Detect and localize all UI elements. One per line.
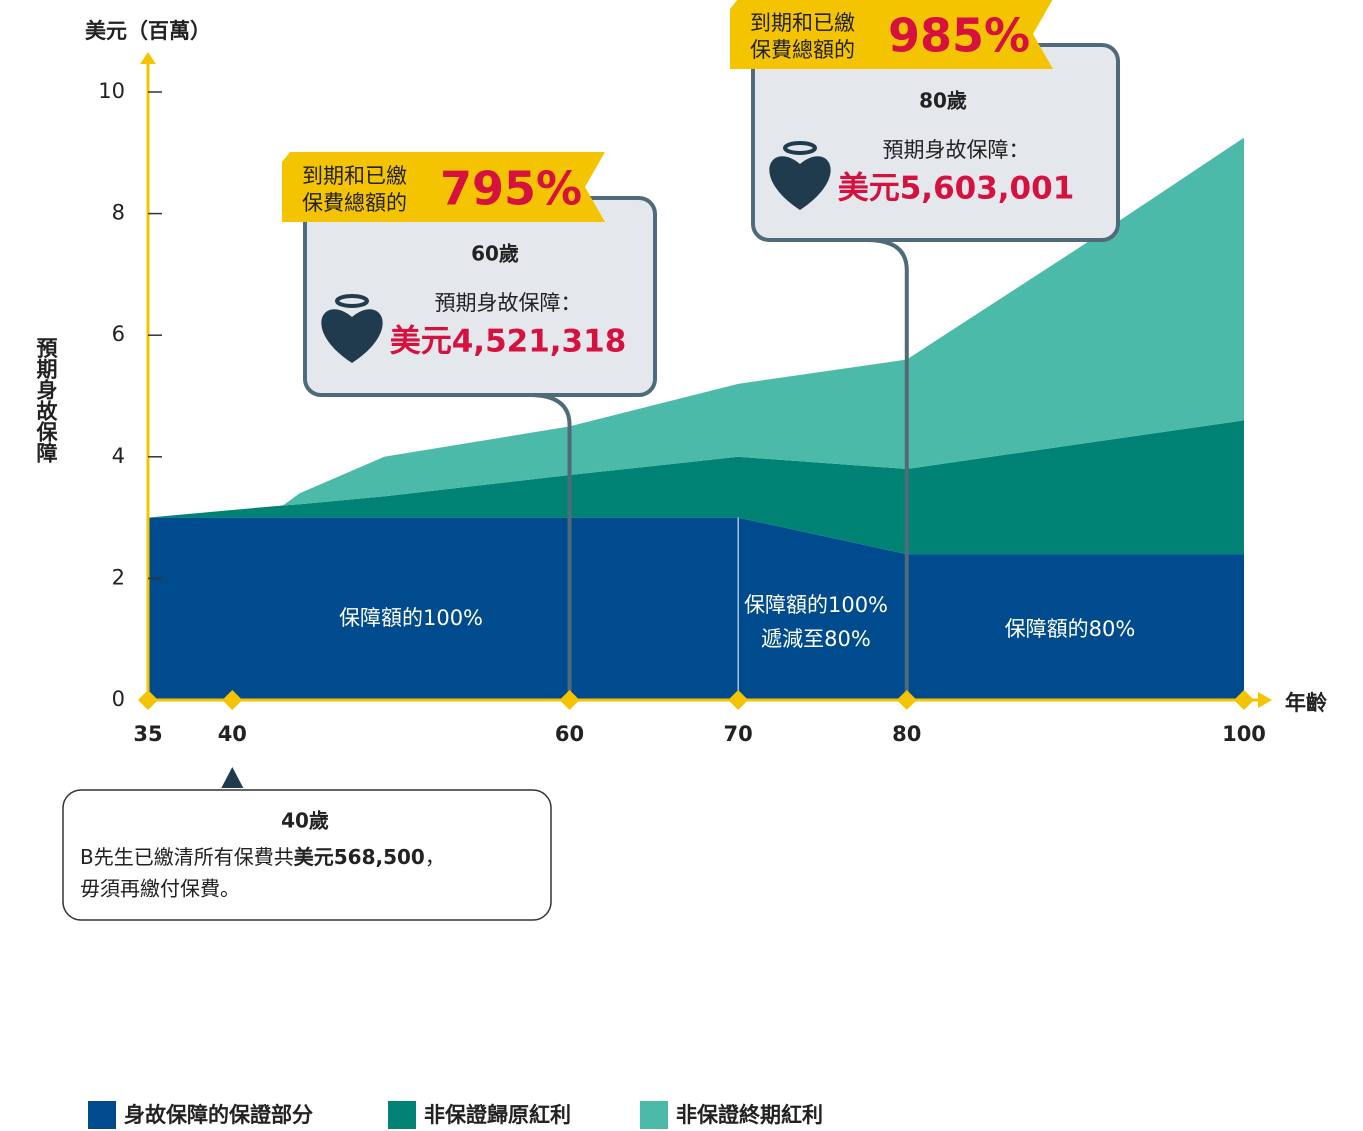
area-label: 遞減至80% [761,627,871,651]
legend-swatch [640,1101,668,1129]
y-tick-label: 2 [112,565,125,589]
callout-caption: 預期身故保障： [435,291,582,315]
x-tick-label: 70 [724,722,753,746]
note-pointer [221,767,244,788]
area-label: 保障額的100% [339,606,483,630]
callout-age: 60歲 [471,242,519,266]
callout-age: 80歲 [919,89,967,113]
halo-icon [783,141,817,155]
legend-swatch [88,1101,116,1129]
banner-percent: 795% [440,162,582,216]
area [148,420,1244,555]
x-tick-label: 80 [892,722,921,746]
y-tick-label: 4 [112,444,125,468]
note-part: B先生已繳清所有保費共 [80,845,294,869]
legend-label: 非保證終期紅利 [676,1103,823,1127]
y-unit-label: 美元（百萬） [85,19,211,43]
note-part: 美元568,500 [294,845,425,869]
area [148,517,1244,700]
area [148,137,1244,518]
banner-text: 到期和已繳 [750,11,855,35]
legend-swatch [388,1101,416,1129]
y-axis-label: 預期身故保障 [34,337,59,463]
banner-text: 到期和已繳 [302,164,407,188]
y-tick-label: 8 [112,201,125,225]
y-tick-label: 10 [98,79,125,103]
heart-icon [321,309,383,363]
banner [730,0,1053,69]
x-tick-label: 60 [555,722,584,746]
note-box [62,789,552,921]
x-tick-label: 100 [1222,722,1266,746]
note-line: 毋須再繳付保費。 [80,877,240,901]
banner-text: 保費總額的 [302,191,407,215]
note-part: ， [425,845,445,869]
x-tick [728,690,749,710]
y-tick-label: 6 [112,322,125,346]
x-axis-arrow [1258,692,1272,708]
heart-icon [769,156,831,210]
y-axis-arrow [140,52,156,64]
callout-caption: 預期身故保障： [883,138,1030,162]
banner-percent: 985% [888,9,1030,63]
note-age: 40歲 [281,809,329,833]
legend-label: 身故保障的保證部分 [124,1103,313,1127]
x-tick-label: 40 [218,722,247,746]
x-tick [896,690,917,710]
area-label: 保障額的100% [744,593,888,617]
callout-amount: 美元4,521,318 [390,324,627,360]
banner [282,152,605,222]
area-label: 保障額的80% [1005,617,1136,641]
x-tick [222,690,243,710]
y-tick-label: 0 [112,687,125,711]
legend-label: 非保證歸原紅利 [424,1103,571,1127]
x-tick-label: 35 [133,722,162,746]
callout-amount: 美元5,603,001 [838,171,1075,207]
x-axis-label: 年齡 [1285,691,1327,715]
halo-icon [335,294,369,308]
x-tick [559,690,580,710]
x-tick [138,690,158,710]
x-tick [1234,690,1254,710]
banner-text: 保費總額的 [750,38,855,62]
note-line: B先生已繳清所有保費共美元568,500， [80,845,445,869]
